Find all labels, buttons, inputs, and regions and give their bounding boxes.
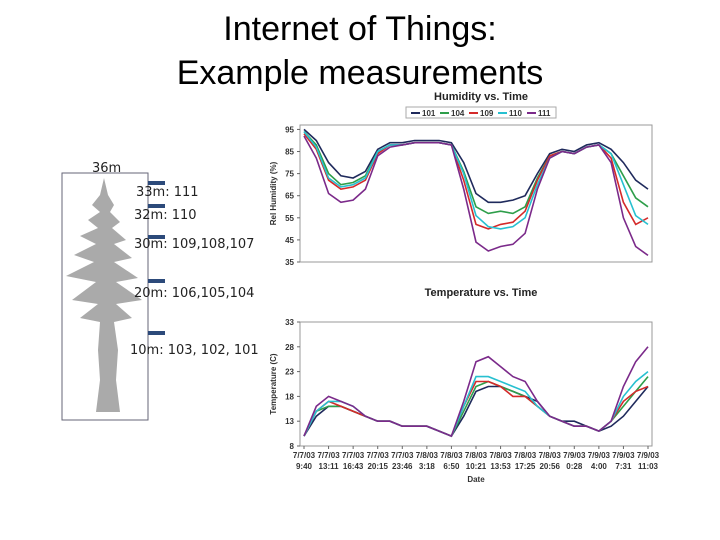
x-axis-label: Date — [467, 475, 485, 484]
x-tick-label: 7/9/03 4:00 — [588, 451, 611, 471]
sensor-marker — [148, 235, 165, 239]
sensor-label: 32m: 110 — [134, 208, 197, 223]
y-tick-label: 23 — [285, 368, 294, 377]
y-tick-label: 35 — [285, 258, 294, 267]
chart-title: Humidity vs. Time — [434, 91, 528, 103]
x-tick-label: 7/8/03 3:18 — [416, 451, 439, 471]
legend — [405, 106, 557, 119]
x-tick-label: 7/7/03 9:40 — [293, 451, 316, 471]
y-tick-label: 28 — [285, 343, 294, 352]
y-tick-label: 75 — [285, 170, 294, 179]
y-tick-label: 33 — [285, 318, 294, 327]
y-axis-label: Rel Humidity (%) — [269, 161, 278, 225]
legend-label: 101 — [422, 109, 436, 118]
y-tick-label: 13 — [285, 417, 294, 426]
height-label: 36m — [92, 161, 121, 176]
chart-title: Temperature vs. Time — [425, 287, 538, 299]
title-line: Internet of Things: — [223, 10, 496, 48]
x-tick-label: 7/7/03 23:46 — [391, 451, 414, 471]
x-tick-label: 7/8/03 6:50 — [440, 451, 463, 471]
legend-label: 111 — [538, 109, 551, 118]
sensor-marker — [148, 204, 165, 208]
sensor-marker — [148, 279, 165, 283]
title-line: Example measurements — [177, 54, 544, 92]
sensor-label: 33m: 111 — [136, 185, 199, 200]
y-axis-label: Temperature (C) — [269, 353, 278, 415]
y-tick-label: 65 — [285, 192, 294, 201]
x-tick-label: 7/8/03 20:56 — [539, 451, 562, 471]
sensor-label: 30m: 109,108,107 — [134, 237, 254, 252]
x-tick-label: 7/8/03 17:25 — [514, 451, 537, 471]
series-line — [303, 128, 649, 204]
tree-diagram: 36m 33m: 111 32m: 110 30m: 109,108,107 2… — [61, 161, 259, 421]
x-tick-label: 7/7/03 16:43 — [342, 451, 365, 471]
sensor-marker — [148, 331, 165, 335]
y-tick-label: 55 — [285, 214, 294, 223]
series-line — [303, 346, 649, 438]
sensor-marker — [148, 181, 165, 185]
series-line — [303, 135, 649, 257]
y-tick-label: 18 — [285, 392, 294, 401]
plot-area — [299, 321, 653, 447]
tree-frame — [61, 172, 149, 421]
y-tick-label: 85 — [285, 148, 294, 157]
y-tick-label: 8 — [290, 442, 295, 451]
x-tick-label: 7/9/03 0:28 — [563, 451, 586, 471]
x-tick-label: 7/8/03 10:21 — [465, 451, 488, 471]
sensor-label: 10m: 103, 102, 101 — [130, 343, 259, 358]
sensor-label: 20m: 106,105,104 — [134, 286, 254, 301]
x-tick-label: 7/9/03 11:03 — [637, 451, 660, 471]
x-tick-label: 7/7/03 13:11 — [317, 451, 340, 471]
legend-label: 109 — [480, 109, 494, 118]
x-tick-label: 7/8/03 13:53 — [489, 451, 512, 471]
legend-label: 104 — [451, 109, 465, 118]
tree-silhouette — [66, 178, 142, 412]
legend-label: 110 — [509, 109, 522, 118]
x-tick-label: 7/9/03 7:31 — [612, 451, 635, 471]
x-tick-label: 7/7/03 20:15 — [367, 451, 390, 471]
y-tick-label: 45 — [285, 236, 294, 245]
y-tick-label: 95 — [285, 125, 294, 134]
